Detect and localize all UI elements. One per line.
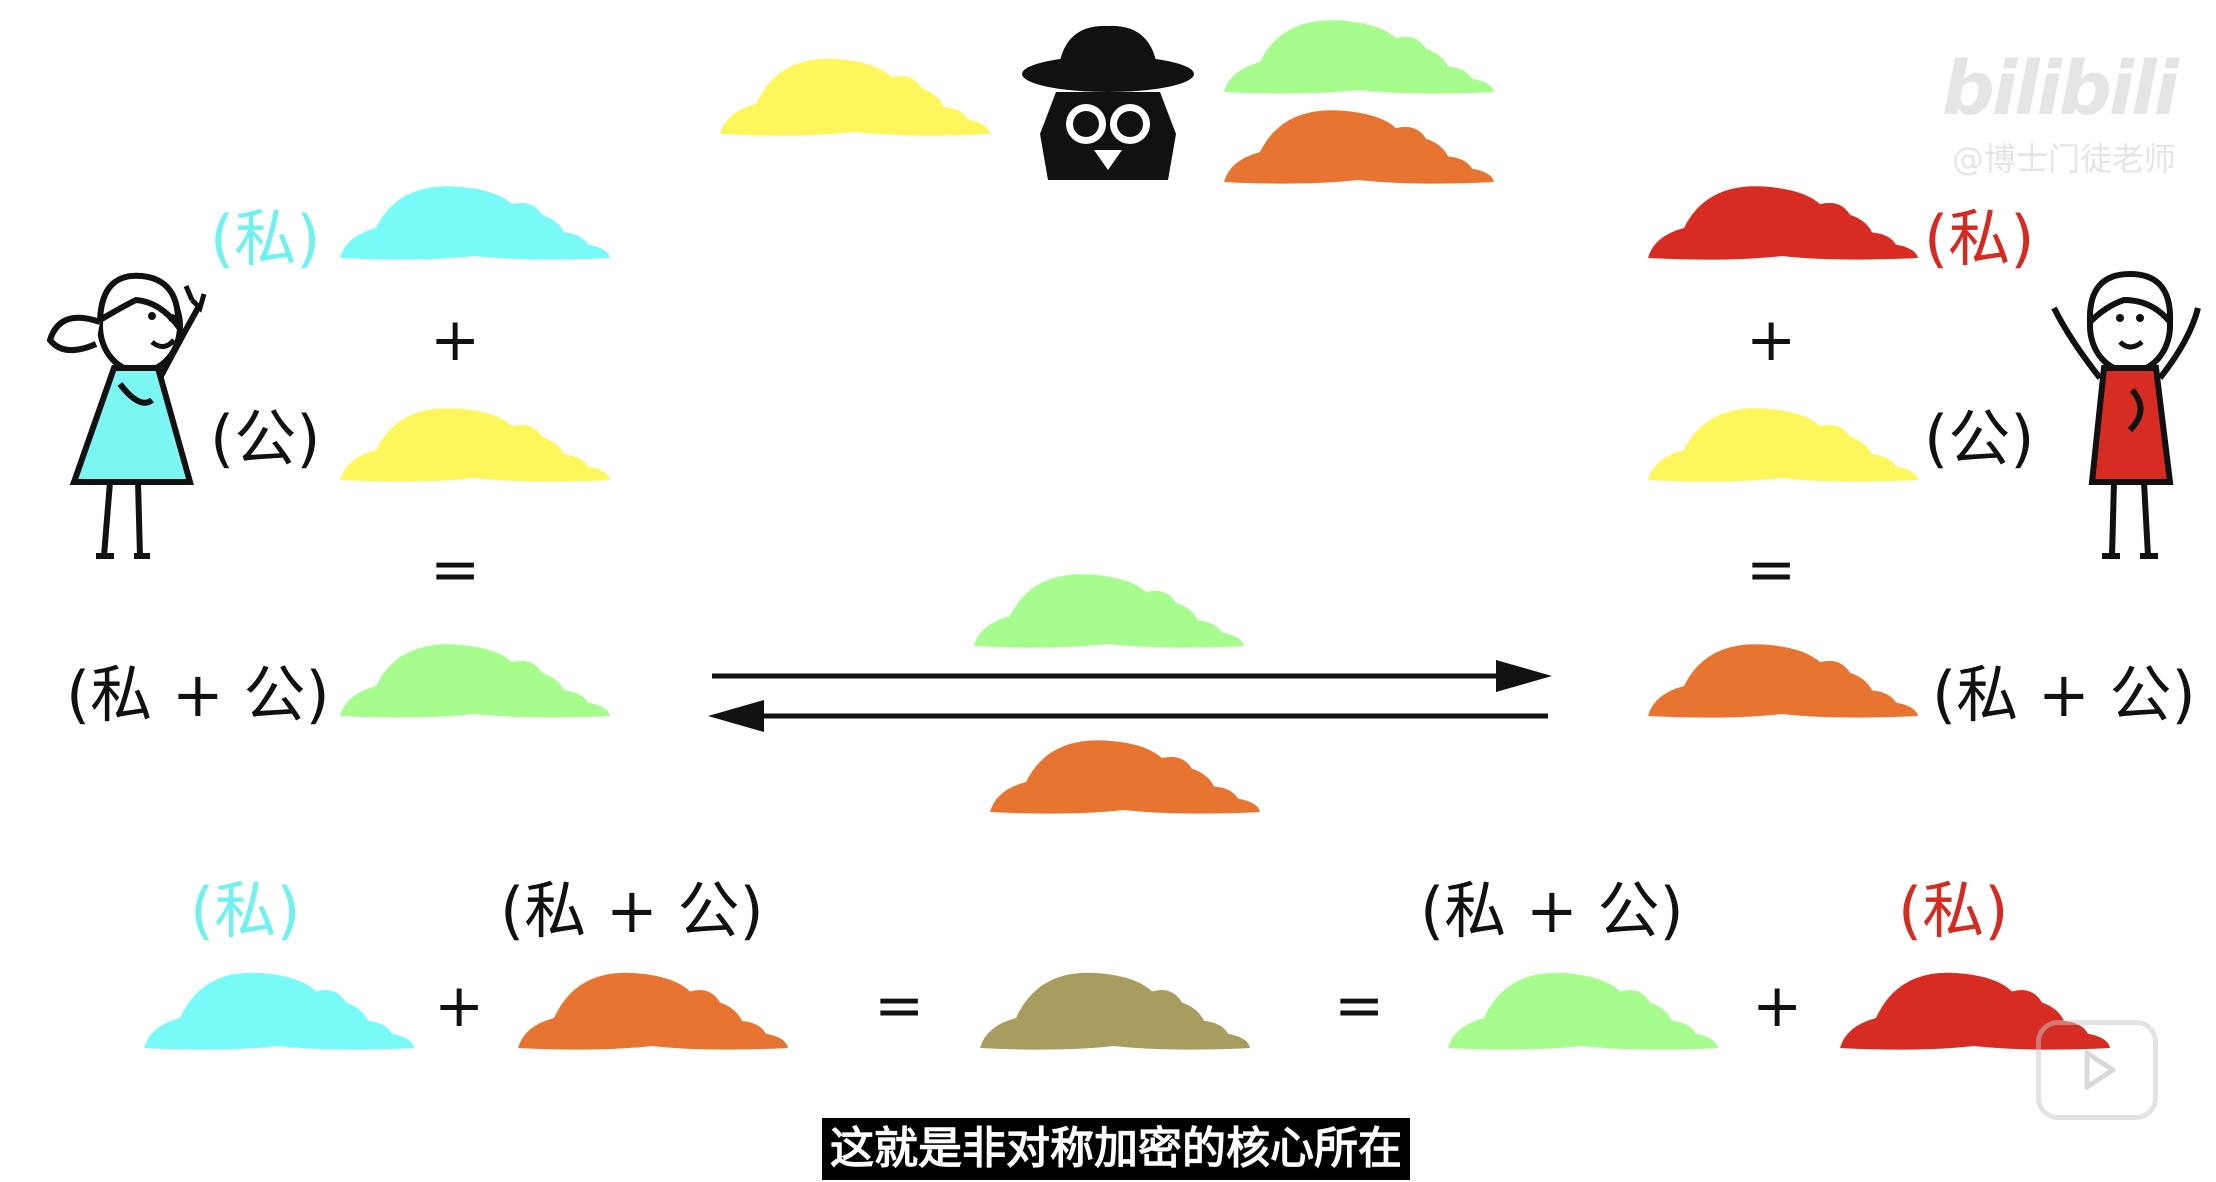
bottom-left-mix-label: (私 + 公) — [500, 874, 764, 947]
bottom-plus-1: + — [434, 971, 485, 1041]
cloud-green-left — [340, 644, 610, 718]
cloud-orange-right — [1648, 644, 1918, 718]
left-private-label: (私) — [210, 202, 321, 275]
spy-icon — [1018, 14, 1198, 180]
cloud-yellow-top — [720, 58, 990, 136]
right-public-label: (公) — [1924, 402, 2035, 475]
bottom-plus-2: + — [1752, 971, 1803, 1041]
bottom-left-private-label: (私) — [190, 874, 301, 947]
right-private-label: (私) — [1924, 202, 2035, 275]
cloud-olive-shared-secret — [980, 972, 1250, 1050]
cloud-orange-top — [1224, 110, 1494, 184]
left-public-label: (公) — [210, 402, 321, 475]
boy-icon — [2040, 260, 2210, 570]
right-mix-label: (私 + 公) — [1932, 658, 2196, 731]
subtitle: 这就是非对称加密的核心所在 — [822, 1118, 1410, 1180]
exchange-arrows — [708, 660, 1552, 732]
left-equals: = — [430, 535, 481, 605]
cloud-red-right — [1648, 186, 1918, 260]
bottom-right-mix-label: (私 + 公) — [1420, 874, 1684, 947]
bottom-equals-1: = — [874, 971, 925, 1041]
cloud-yellow-right — [1648, 408, 1918, 482]
bilibili-logo: bilibili — [1941, 46, 2179, 132]
bilibili-watermark: bilibili @博士门徒老师 — [1941, 46, 2179, 180]
cloud-yellow-left — [340, 408, 610, 482]
play-button[interactable] — [2036, 1020, 2158, 1120]
play-icon — [2084, 1050, 2116, 1090]
cloud-green-bottom — [1448, 972, 1718, 1050]
right-equals: = — [1746, 535, 1797, 605]
cloud-orange-bottom — [518, 972, 788, 1050]
girl-icon — [40, 260, 210, 570]
cloud-cyan-left — [340, 186, 610, 260]
cloud-green-exchange — [974, 574, 1244, 648]
bottom-right-private-label: (私) — [1898, 874, 2009, 947]
left-mix-label: (私 + 公) — [66, 658, 330, 731]
watermark-author: @博士门徒老师 — [1951, 140, 2176, 178]
cloud-orange-exchange — [990, 740, 1260, 814]
cloud-green-top — [1224, 20, 1494, 94]
cloud-cyan-bottom — [144, 972, 414, 1050]
right-plus: + — [1746, 305, 1797, 375]
bottom-equals-2: = — [1334, 971, 1385, 1041]
left-plus: + — [430, 305, 481, 375]
